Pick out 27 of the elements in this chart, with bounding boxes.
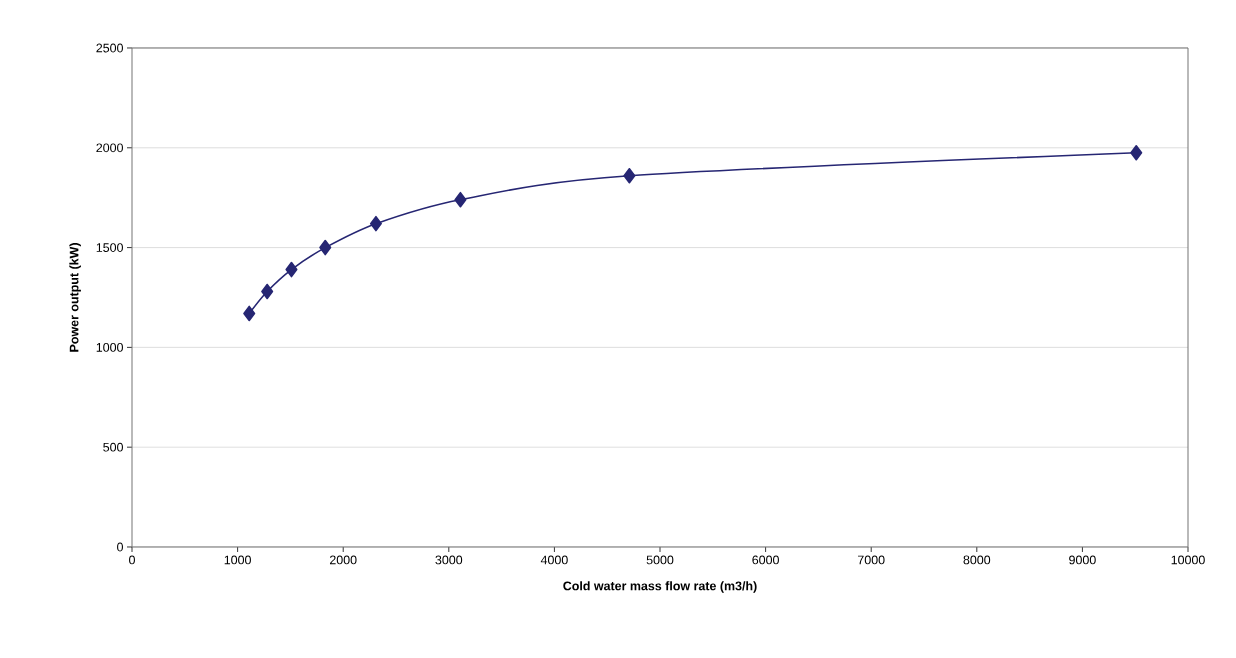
- y-tick-label: 0: [117, 542, 123, 552]
- y-tick-label: 2000: [96, 143, 123, 153]
- y-tick-label: 1000: [96, 342, 123, 352]
- x-tick-label: 3000: [435, 555, 463, 565]
- point: [1130, 144, 1143, 161]
- x-tick-label: 1000: [224, 555, 251, 565]
- x-tick-label: 9000: [1069, 555, 1096, 565]
- x-tick-label: 5000: [646, 555, 674, 565]
- point: [623, 167, 636, 184]
- y-tick-label: 1500: [96, 243, 123, 252]
- point: [261, 283, 274, 300]
- y-axis-title: Power output (kW): [69, 243, 81, 352]
- x-axis-title: Cold water mass flow rate (m3/h): [563, 581, 757, 593]
- point: [369, 215, 382, 232]
- x-tick-label: 4000: [540, 555, 568, 565]
- x-tick-label: 6000: [752, 555, 779, 565]
- point: [319, 239, 332, 256]
- point: [285, 261, 298, 278]
- x-tick-label: 7000: [858, 555, 885, 565]
- x-tick-label: 10000: [1171, 555, 1205, 565]
- point: [454, 191, 467, 208]
- y-tick-label: 500: [103, 442, 123, 452]
- x-tick-label: 2000: [329, 555, 357, 565]
- point: [243, 305, 256, 322]
- y-tick-label: 2500: [96, 43, 123, 53]
- x-tick-label: 8000: [963, 555, 991, 565]
- x-tick-label: 0: [129, 555, 135, 565]
